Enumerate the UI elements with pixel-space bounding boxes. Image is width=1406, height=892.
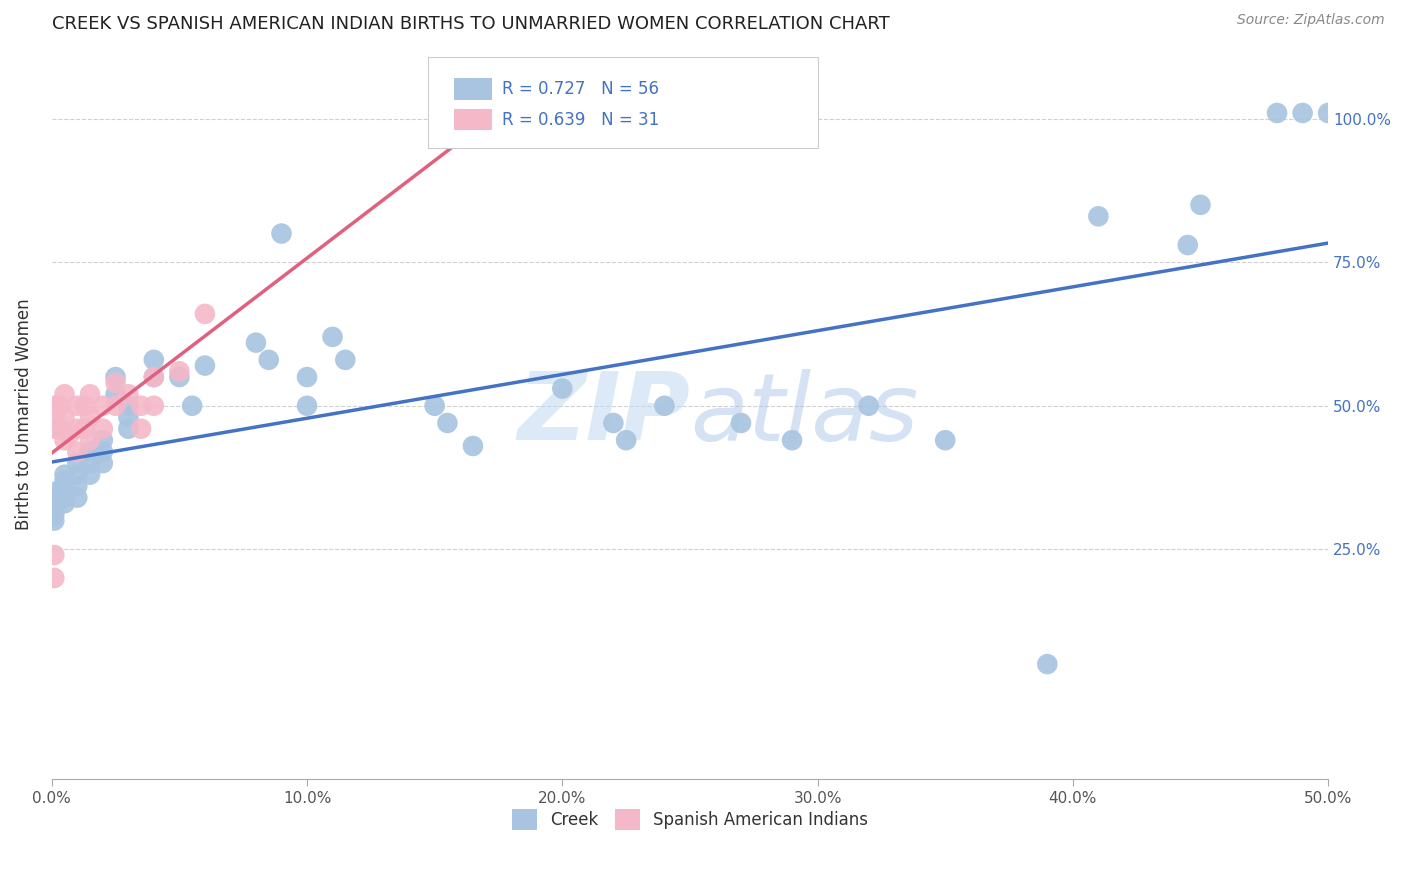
Point bbox=[53, 474, 76, 488]
Point bbox=[614, 434, 637, 448]
Point bbox=[66, 479, 89, 493]
Text: CREEK VS SPANISH AMERICAN INDIAN BIRTHS TO UNMARRIED WOMEN CORRELATION CHART: CREEK VS SPANISH AMERICAN INDIAN BIRTHS … bbox=[52, 15, 890, 33]
Bar bbox=[454, 78, 492, 100]
Point bbox=[117, 387, 139, 401]
Point bbox=[117, 399, 139, 413]
Text: ZIP: ZIP bbox=[517, 368, 690, 460]
Text: R = 0.727   N = 56: R = 0.727 N = 56 bbox=[502, 80, 659, 98]
Point bbox=[79, 434, 101, 448]
Point bbox=[1036, 657, 1059, 672]
Point bbox=[1087, 210, 1109, 224]
Point bbox=[91, 444, 114, 458]
Point bbox=[91, 399, 114, 413]
Point bbox=[129, 422, 152, 436]
FancyBboxPatch shape bbox=[429, 57, 817, 148]
Point bbox=[44, 399, 66, 413]
Point bbox=[551, 382, 574, 396]
Point bbox=[53, 491, 76, 505]
Point bbox=[104, 370, 127, 384]
Point bbox=[44, 548, 66, 562]
Point bbox=[730, 416, 752, 430]
Point bbox=[91, 434, 114, 448]
Point bbox=[194, 359, 217, 373]
Point bbox=[602, 416, 624, 430]
Point bbox=[53, 479, 76, 493]
Point bbox=[142, 370, 165, 384]
Point bbox=[79, 387, 101, 401]
Point bbox=[104, 376, 127, 390]
Point bbox=[934, 434, 956, 448]
Point bbox=[1265, 106, 1288, 120]
Point bbox=[423, 399, 446, 413]
Point bbox=[53, 484, 76, 499]
Point bbox=[66, 399, 89, 413]
Point bbox=[117, 410, 139, 425]
Point bbox=[335, 352, 357, 367]
Point bbox=[1317, 106, 1340, 120]
Point bbox=[104, 399, 127, 413]
Text: R = 0.639   N = 31: R = 0.639 N = 31 bbox=[502, 111, 659, 128]
Point bbox=[780, 434, 803, 448]
Point bbox=[142, 352, 165, 367]
Point bbox=[79, 467, 101, 482]
Point bbox=[142, 370, 165, 384]
Point bbox=[44, 484, 66, 499]
Point bbox=[44, 491, 66, 505]
Legend: Creek, Spanish American Indians: Creek, Spanish American Indians bbox=[505, 803, 875, 836]
Point bbox=[53, 434, 76, 448]
Point bbox=[44, 508, 66, 522]
Point bbox=[53, 387, 76, 401]
Point bbox=[44, 571, 66, 585]
Point bbox=[53, 410, 76, 425]
Point bbox=[1291, 106, 1313, 120]
Point bbox=[142, 399, 165, 413]
Point bbox=[73, 399, 96, 413]
Point bbox=[257, 352, 280, 367]
Point bbox=[129, 399, 152, 413]
Point bbox=[66, 444, 89, 458]
Point bbox=[436, 416, 458, 430]
Point bbox=[474, 106, 496, 120]
Point bbox=[169, 370, 191, 384]
Point bbox=[461, 439, 484, 453]
Point bbox=[66, 467, 89, 482]
Point bbox=[66, 456, 89, 470]
Point bbox=[44, 410, 66, 425]
Point bbox=[295, 399, 318, 413]
Point bbox=[73, 422, 96, 436]
Point bbox=[59, 427, 82, 442]
Point bbox=[79, 456, 101, 470]
Point bbox=[53, 467, 76, 482]
Point bbox=[66, 422, 89, 436]
Point bbox=[104, 387, 127, 401]
Point bbox=[79, 444, 101, 458]
Point bbox=[44, 496, 66, 510]
Point bbox=[48, 399, 70, 413]
Point bbox=[79, 410, 101, 425]
Point bbox=[654, 399, 676, 413]
Bar bbox=[454, 109, 492, 130]
Point bbox=[44, 502, 66, 516]
Text: atlas: atlas bbox=[690, 369, 918, 460]
Point bbox=[117, 422, 139, 436]
Point bbox=[169, 364, 191, 378]
Y-axis label: Births to Unmarried Women: Births to Unmarried Women bbox=[15, 299, 32, 530]
Point bbox=[270, 227, 292, 241]
Point bbox=[194, 307, 217, 321]
Point bbox=[44, 514, 66, 528]
Point bbox=[91, 456, 114, 470]
Point bbox=[295, 370, 318, 384]
Point bbox=[245, 335, 267, 350]
Point bbox=[1189, 198, 1212, 212]
Point bbox=[91, 422, 114, 436]
Point bbox=[44, 422, 66, 436]
Point bbox=[48, 422, 70, 436]
Point bbox=[181, 399, 204, 413]
Point bbox=[322, 330, 344, 344]
Point bbox=[1177, 238, 1199, 252]
Point bbox=[66, 491, 89, 505]
Point bbox=[858, 399, 880, 413]
Text: Source: ZipAtlas.com: Source: ZipAtlas.com bbox=[1237, 13, 1385, 28]
Point bbox=[53, 496, 76, 510]
